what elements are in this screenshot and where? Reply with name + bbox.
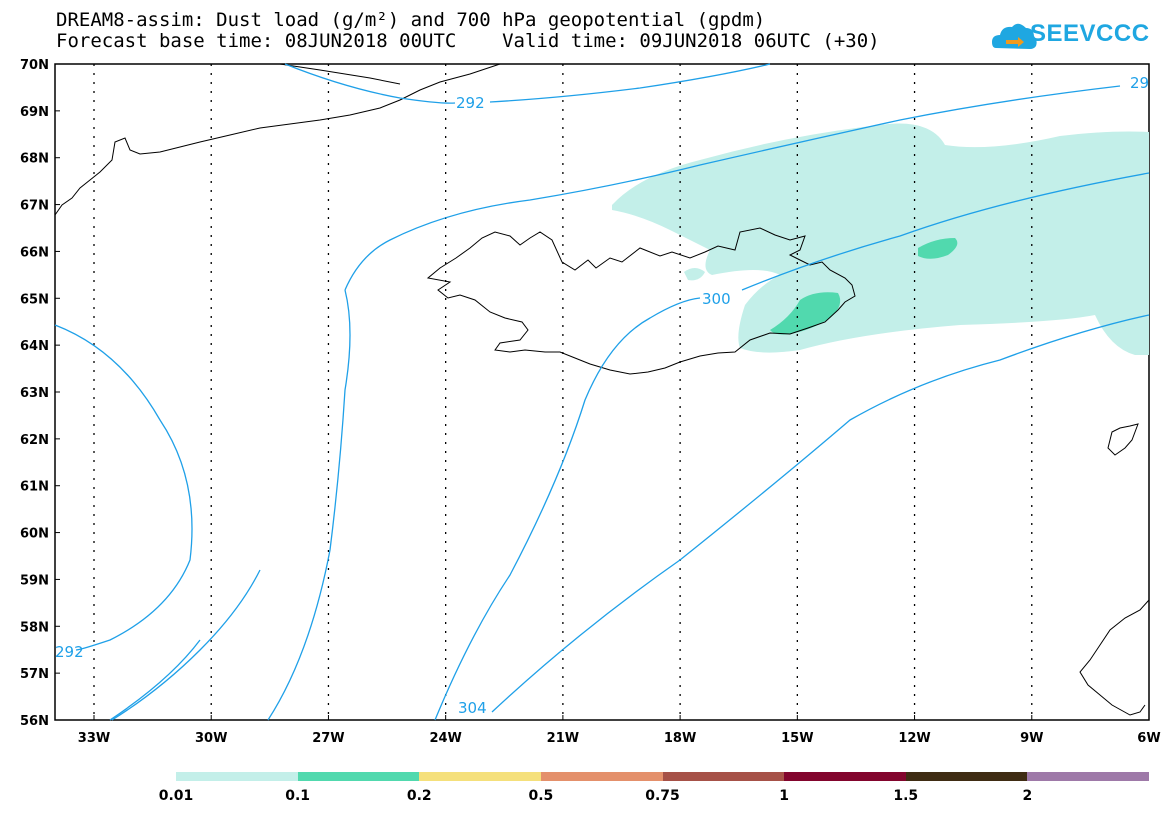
contour-label: 292 (456, 94, 485, 112)
contour-far-west (109, 639, 201, 721)
lon-label: 33W (78, 731, 110, 746)
lat-label: 69N (20, 105, 49, 120)
lon-label: 21W (547, 731, 579, 746)
contour-292-west (54, 324, 193, 651)
legend-swatch (176, 772, 298, 781)
lat-label: 61N (20, 480, 49, 495)
legend-label: 2 (1022, 788, 1033, 804)
geopotential-contours (54, 63, 1150, 721)
lat-label: 63N (20, 386, 49, 401)
greenland-coast (54, 63, 501, 216)
chart-subtitle: Forecast base time: 08JUN2018 00UTC Vali… (56, 30, 880, 52)
contour-north (344, 85, 1121, 291)
coastline (54, 63, 1150, 716)
legend-swatch (1027, 772, 1149, 781)
contour-292-upper-2 (489, 63, 771, 103)
dust-region-light (612, 123, 1149, 355)
dust-region-medium (918, 238, 958, 259)
lon-label: 15W (781, 731, 813, 746)
legend-label: 0.1 (285, 788, 311, 804)
dust-region-medium-2 (770, 292, 841, 335)
lat-label: 59N (20, 573, 49, 588)
graticule (93, 64, 1033, 720)
lat-label: 58N (20, 620, 49, 635)
lon-label: 27W (312, 731, 344, 746)
legend-swatch (419, 772, 541, 781)
contour-label: 292 (55, 643, 84, 661)
longitude-labels: 33W 30W 27W 24W 21W 18W 15W 12W 9W 6W (78, 731, 1161, 746)
lon-label: 30W (195, 731, 227, 746)
lon-label: 6W (1137, 731, 1160, 746)
contour-292-upper (284, 63, 456, 104)
lat-label: 68N (20, 152, 49, 167)
scotland-coast (1079, 599, 1150, 716)
contour-300-east (741, 172, 1150, 291)
lat-label: 56N (20, 714, 49, 729)
contour-label: 300 (702, 290, 731, 308)
logo-text: SEEVCCC (1030, 20, 1150, 47)
legend-label: 1 (779, 788, 789, 804)
lat-label: 66N (20, 245, 49, 260)
contour-300 (434, 297, 701, 721)
cloud-logo-icon (992, 23, 1037, 49)
lon-label: 12W (898, 731, 930, 746)
dust-region-light-2 (684, 268, 705, 281)
contour-label: 29 (1130, 74, 1149, 92)
contour-label: 304 (458, 699, 487, 717)
axis-ticks (55, 63, 1150, 721)
legend-swatch (784, 772, 906, 781)
legend-label: 0.01 (158, 788, 194, 804)
lat-label: 60N (20, 527, 49, 542)
lat-label: 67N (20, 199, 49, 214)
lat-label: 65N (20, 292, 49, 307)
contour-west-2 (267, 289, 351, 721)
legend-label: 0.2 (406, 788, 432, 804)
lat-label: 70N (20, 58, 49, 73)
contour-304 (491, 314, 1150, 713)
contour-labels: 292 300 304 292 29 (55, 74, 1149, 717)
legend-swatch (297, 772, 420, 781)
chart-title: DREAM8-assim: Dust load (g/m²) and 700 h… (56, 9, 766, 31)
legend-swatch (662, 772, 785, 781)
contour-far-west-2 (111, 569, 261, 721)
iceland-coast (426, 227, 856, 375)
legend-label: 0.5 (528, 788, 554, 804)
lon-label: 18W (664, 731, 696, 746)
legend-label: 0.75 (645, 788, 680, 804)
lon-label: 9W (1020, 731, 1043, 746)
legend-swatch (905, 772, 1028, 781)
lat-label: 64N (20, 339, 49, 354)
faroe-coast (1107, 423, 1139, 456)
lon-label: 24W (429, 731, 461, 746)
legend-label: 1.5 (893, 788, 919, 804)
legend-swatch (540, 772, 663, 781)
greenland-coast-2 (279, 63, 401, 85)
latitude-labels: 70N 69N 68N 67N 66N 65N 64N 63N 62N 61N 60N 59N 58N 5… (20, 58, 49, 729)
lat-label: 57N (20, 667, 49, 682)
lat-label: 62N (20, 433, 49, 448)
